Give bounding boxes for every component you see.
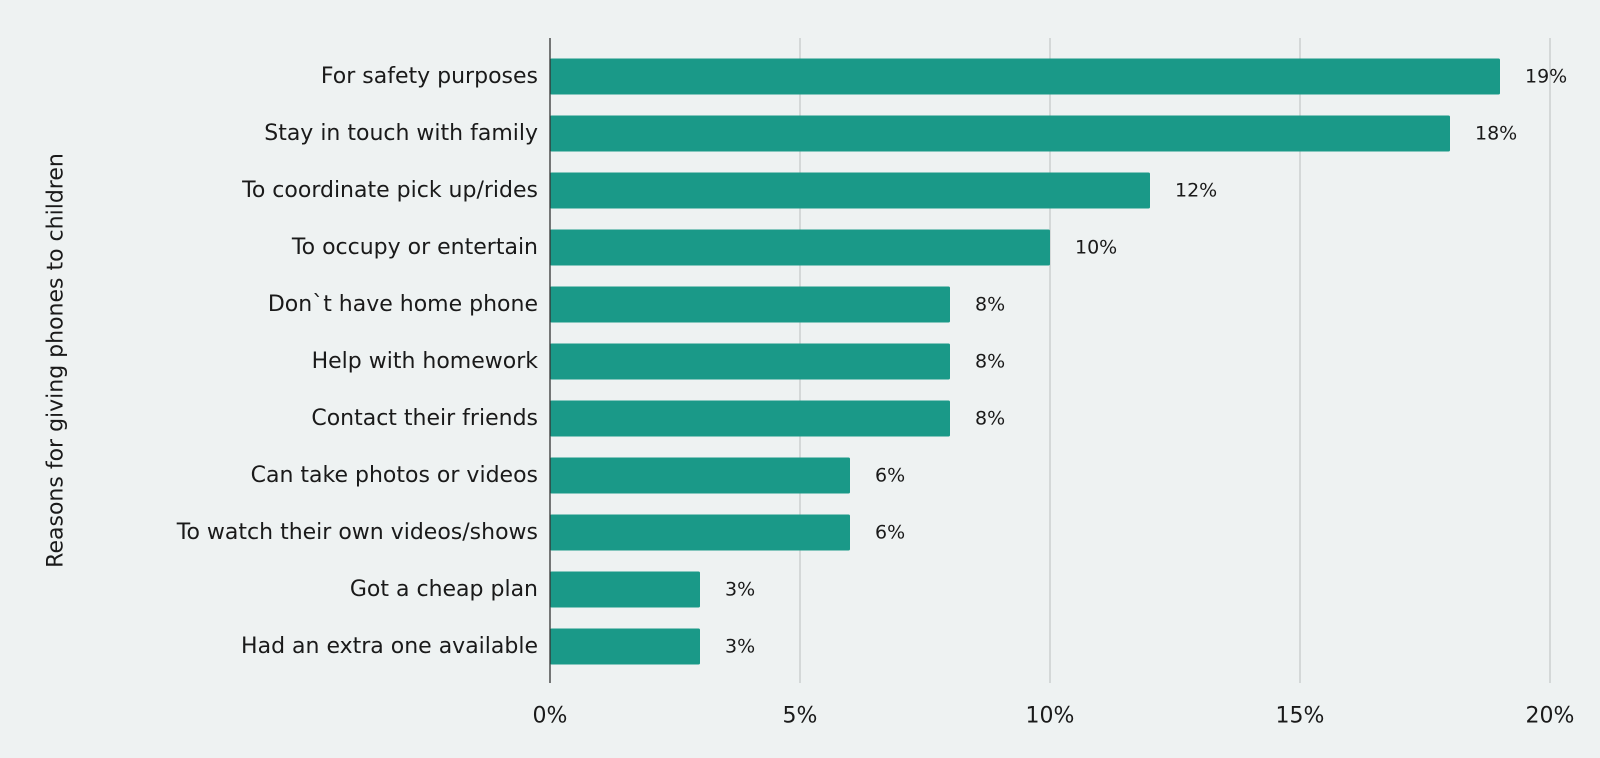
x-tick-label: 15% <box>1276 704 1325 729</box>
value-label: 3% <box>725 636 755 658</box>
value-label: 8% <box>975 351 1005 373</box>
category-label: Help with homework <box>312 349 539 374</box>
category-label: Can take photos or videos <box>251 463 538 488</box>
category-label: To watch their own videos/shows <box>176 520 538 545</box>
bar <box>550 457 850 494</box>
category-label: To coordinate pick up/rides <box>241 178 538 203</box>
bar <box>550 172 1150 209</box>
bar <box>550 628 700 665</box>
category-label: For safety purposes <box>321 64 538 89</box>
category-labels: For safety purposes Stay in touch with fa… <box>176 64 538 659</box>
x-tick-label: 0% <box>533 704 568 729</box>
value-label: 8% <box>975 294 1005 316</box>
value-label: 19% <box>1525 66 1567 88</box>
bar <box>550 343 950 380</box>
value-label: 3% <box>725 579 755 601</box>
bar <box>550 286 950 323</box>
category-label: Contact their friends <box>311 406 538 431</box>
bars <box>550 58 1500 665</box>
category-label: To occupy or entertain <box>291 235 538 260</box>
category-label: Don`t have home phone <box>268 292 538 317</box>
x-tick-label: 10% <box>1026 704 1075 729</box>
value-label: 6% <box>875 522 905 544</box>
bar <box>550 514 850 551</box>
value-labels: 19% 18% 12% 10% 8% 8% 8% 6% 6% 3% 3% <box>725 66 1567 658</box>
bar <box>550 115 1450 152</box>
y-axis-label: Reasons for giving phones to children <box>44 153 69 568</box>
value-label: 10% <box>1075 237 1117 259</box>
category-label: Got a cheap plan <box>350 577 538 602</box>
category-label: Had an extra one available <box>241 634 538 659</box>
category-label: Stay in touch with family <box>264 121 538 146</box>
x-axis-tick-labels: 0% 5% 10% 15% 20% <box>533 704 1575 729</box>
bar <box>550 58 1500 95</box>
x-tick-label: 5% <box>783 704 818 729</box>
value-label: 8% <box>975 408 1005 430</box>
value-label: 12% <box>1175 180 1217 202</box>
bar <box>550 571 700 608</box>
x-tick-label: 20% <box>1526 704 1575 729</box>
bar <box>550 229 1050 266</box>
value-label: 18% <box>1475 123 1517 145</box>
value-label: 6% <box>875 465 905 487</box>
bar <box>550 400 950 437</box>
